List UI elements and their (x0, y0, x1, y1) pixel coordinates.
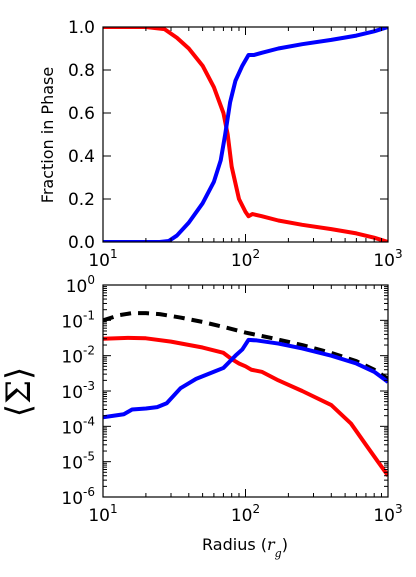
top-y-axis-label: Fraction in Phase (38, 67, 57, 203)
x-axis-label-paren-close: ) (282, 535, 288, 554)
tick-label-exponent: -5 (83, 450, 95, 464)
sigma-symbol: Σ (0, 380, 39, 404)
x-axis-label-variable: r (267, 535, 276, 554)
top-y-axis-label-text: Fraction in Phase (38, 67, 57, 203)
tick-label-base: 10 (373, 251, 395, 271)
top-y-tick-label: 0.6 (68, 104, 95, 124)
tick-label-base: 10 (61, 489, 83, 509)
bottom-panel: ⟨Σ⟩ 101 102 10310-610-510-410-310-210-1100… (0, 273, 403, 560)
x-axis-label-paren-open: ( (256, 535, 267, 554)
bottom-x-tick-label: 103 (373, 502, 402, 526)
tick-label-exponent: -3 (83, 379, 95, 393)
tick-label-base: 10 (66, 277, 88, 297)
top-x-tick-label: 102 (231, 247, 260, 271)
tick-label-base: 10 (61, 348, 83, 368)
bottom-y-tick-label: 10-6 (61, 485, 95, 509)
tick-label-base: 10 (231, 251, 253, 271)
top-y-tick-label: 0.8 (68, 61, 95, 81)
bottom-y-tick-label: 10-4 (61, 414, 95, 438)
left-angle-bracket: ⟨ (0, 404, 39, 417)
tick-label-exponent: -6 (83, 485, 95, 499)
tick-label-exponent: -1 (83, 308, 95, 322)
x-axis-label-subscript: g (275, 547, 282, 560)
bottom-x-tick-label: 102 (231, 502, 260, 526)
tick-label-exponent: 3 (395, 502, 403, 516)
bottom-y-tick-label: 10-5 (61, 450, 95, 474)
top-blue-series-line (103, 27, 388, 242)
bottom-y-tick-label: 10-1 (61, 308, 95, 332)
bottom-x-axis-label: Radius (rg) (202, 535, 288, 560)
tick-label-exponent: 2 (253, 502, 261, 516)
tick-label-base: 10 (373, 506, 395, 526)
bottom-y-tick-label: 100 (66, 273, 95, 297)
bottom-red-series-line (103, 335, 388, 477)
bottom-y-tick-label: 10-3 (61, 379, 95, 403)
x-axis-label-word: Radius (202, 535, 256, 554)
top-y-tick-label: 0.2 (68, 190, 95, 210)
tick-label-base: 10 (61, 418, 83, 438)
tick-label-base: 10 (231, 506, 253, 526)
tick-label-exponent: 2 (253, 247, 261, 261)
tick-label-exponent: -4 (83, 414, 95, 428)
tick-label-base: 10 (61, 383, 83, 403)
tick-label-base: 10 (61, 312, 83, 332)
top-x-tick-label: 101 (88, 247, 117, 271)
bottom-y-axis-label: ⟨Σ⟩ (0, 367, 39, 418)
top-red-series-line (103, 27, 388, 242)
bottom-y-tick-label: 10-2 (61, 344, 95, 368)
tick-label-exponent: 1 (110, 247, 118, 261)
top-panel: Fraction in Phase 101 102 1030.00.20.40.60… (38, 18, 403, 271)
bottom-blue-series-line (103, 337, 388, 420)
tick-label-base: 10 (88, 251, 110, 271)
top-y-tick-label: 0.4 (68, 147, 95, 167)
top-x-tick-label: 103 (373, 247, 402, 271)
tick-label-exponent: 0 (87, 273, 95, 287)
right-angle-bracket: ⟩ (0, 367, 39, 380)
bottom-plot-frame (102, 284, 389, 498)
tick-label-exponent: 3 (395, 247, 403, 261)
tick-label-base: 10 (88, 506, 110, 526)
tick-label-base: 10 (61, 454, 83, 474)
tick-label-exponent: 1 (110, 502, 118, 516)
bottom-y-axis-label-text: ⟨Σ⟩ (0, 367, 39, 418)
top-y-tick-label: 0.0 (68, 233, 95, 253)
top-y-tick-label: 1.0 (68, 18, 95, 38)
tick-label-exponent: -2 (83, 344, 95, 358)
bottom-x-tick-label: 101 (88, 502, 117, 526)
